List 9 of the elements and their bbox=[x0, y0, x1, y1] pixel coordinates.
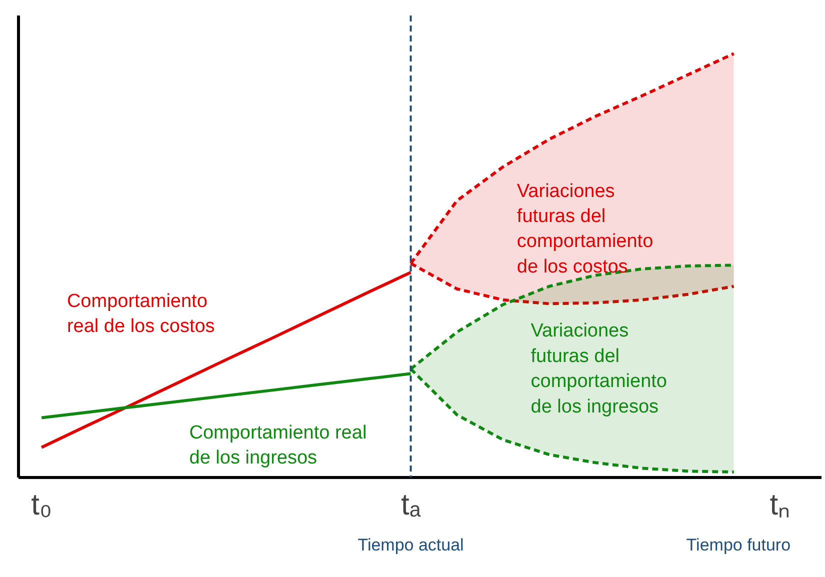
annotation: Comportamiento real de los ingresos bbox=[189, 422, 367, 469]
annotation: Comportamiento real de los costos bbox=[66, 291, 215, 338]
annotation: Variaciones futuras del comportamiento de los ingresos bbox=[530, 320, 667, 418]
x-tick-label: tₙ bbox=[770, 488, 790, 522]
text: Tiempo actual bbox=[358, 536, 464, 554]
x-tick-label: t₀ bbox=[31, 488, 52, 522]
text: Tiempo futuro bbox=[686, 536, 791, 554]
x-tick-label: tₐ bbox=[401, 488, 422, 522]
annotation: Variaciones futuras del comportamiento de los costos bbox=[516, 180, 654, 278]
